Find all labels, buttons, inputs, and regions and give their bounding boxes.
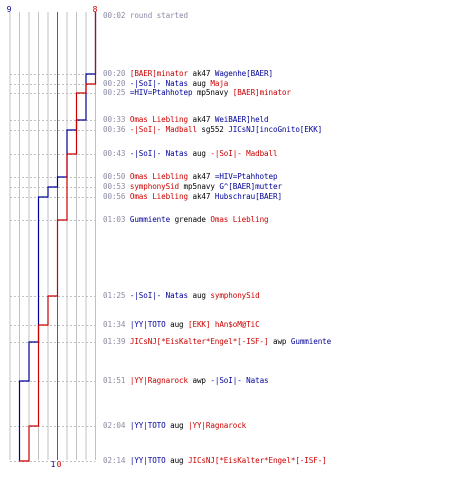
victim-name: Hubschrau[BAER] [214, 192, 282, 201]
victim-name: =HIV=Ptahhotep [214, 172, 278, 181]
victim-name: WeiBAER]held [214, 115, 269, 124]
log-line: 00:25 =HIV=Ptahhotep mp5navy [BAER]minat… [103, 88, 291, 98]
blue-team-alive-line [18, 12, 97, 460]
weapon-name: awp [192, 376, 206, 385]
victim-name: |YY|Ragnarock [188, 421, 247, 430]
event-note: round started [129, 11, 188, 20]
killer-name: -|SoI|- Natas [129, 291, 188, 300]
log-line: 00:02 round started [103, 11, 188, 21]
red-start-count: 8 [93, 5, 98, 14]
event-time: 00:36 [103, 125, 126, 134]
weapon-name: ak47 [192, 69, 211, 78]
event-time: 00:25 [103, 88, 126, 97]
log-line: 00:50 Omas Liebling ak47 =HIV=Ptahhotep [103, 172, 278, 182]
killer-name: JICsNJ[*EisKalter*Engel*[-ISF-] [129, 337, 269, 346]
weapon-name: aug [170, 421, 184, 430]
log-line: 01:51 |YY|Ragnarock awp -|SoI|- Natas [103, 376, 269, 386]
weapon-name: grenade [174, 215, 206, 224]
log-line: 00:36 -|SoI|- Madball sg552 JICsNJ[incoG… [103, 125, 322, 135]
victim-name: [BAER]minator [232, 88, 291, 97]
weapon-name: aug [192, 149, 206, 158]
weapon-name: mp5navy [183, 182, 215, 191]
weapon-name: mp5navy [196, 88, 229, 97]
weapon-name: aug [170, 320, 184, 329]
event-time: 00:53 [103, 182, 126, 191]
weapon-name: ak47 [192, 172, 211, 181]
victim-name: Omas Liebling [210, 215, 269, 224]
killer-name: [BAER]minator [129, 69, 188, 78]
alive-timeline-graph: 9 8 1 0 [7, 5, 98, 469]
blue-end-count: 1 [51, 460, 56, 469]
victim-name: -|SoI|- Natas [210, 376, 269, 385]
event-time: 00:56 [103, 192, 126, 201]
killer-name: Omas Liebling [129, 115, 188, 124]
killer-name: Gummiente [129, 215, 171, 224]
log-line: 02:04 |YY|TOTO aug |YY|Ragnarock [103, 421, 246, 431]
killer-name: |YY|TOTO [129, 456, 166, 465]
weapon-name: aug [192, 79, 206, 88]
victim-name: symphonySid [210, 291, 260, 300]
event-time: 01:25 [103, 291, 126, 300]
killer-name: |YY|Ragnarock [129, 376, 188, 385]
weapon-name: ak47 [192, 115, 211, 124]
weapon-name: awp [272, 337, 287, 346]
killer-name: Omas Liebling [129, 172, 188, 181]
event-time: 02:04 [103, 421, 126, 430]
event-time: 00:43 [103, 149, 126, 158]
weapon-name: aug [192, 291, 206, 300]
log-line: 00:33 Omas Liebling ak47 WeiBAER]held [103, 115, 269, 125]
log-line: 01:34 |YY|TOTO aug [EKK] hAn$oM@TiC [103, 320, 260, 330]
event-time: 00:20 [103, 79, 126, 88]
victim-name: Wagenhe[BAER] [214, 69, 273, 78]
log-line: 00:20 -|SoI|- Natas aug Maja [103, 79, 228, 89]
log-line: 01:39 JICsNJ[*EisKalter*Engel*[-ISF-] aw… [103, 337, 331, 347]
log-line: 00:43 -|SoI|- Natas aug -|SoI|- Madball [103, 149, 278, 159]
killer-name: Omas Liebling [129, 192, 188, 201]
event-time: 01:39 [103, 337, 126, 346]
blue-start-count: 9 [7, 5, 12, 14]
red-team-alive-line [18, 12, 97, 462]
killer-name: |YY|TOTO [129, 320, 166, 329]
victim-name: Maja [210, 79, 229, 88]
weapon-name: ak47 [192, 192, 211, 201]
victim-name: Gummiente [290, 337, 332, 346]
weapon-name: sg552 [201, 125, 224, 134]
weapon-name: aug [170, 456, 184, 465]
killer-name: symphonySid [129, 182, 180, 191]
event-time: 00:50 [103, 172, 126, 181]
log-line: 01:25 -|SoI|- Natas aug symphonySid [103, 291, 260, 301]
victim-name: -|SoI|- Madball [210, 149, 278, 158]
killer-name: |YY|TOTO [129, 421, 166, 430]
red-end-count: 0 [57, 460, 62, 469]
log-line: 00:20 [BAER]minator ak47 Wagenhe[BAER] [103, 69, 273, 79]
victim-name: G^[BAER]mutter [219, 182, 282, 191]
killer-name: =HIV=Ptahhotep [129, 88, 193, 97]
killer-name: -|SoI|- Madball [129, 125, 197, 134]
log-line: 00:56 Omas Liebling ak47 Hubschrau[BAER] [103, 192, 282, 202]
event-time: 01:34 [103, 320, 126, 329]
victim-name: JICsNJ[incoGnito[EKK] [228, 125, 323, 134]
killer-name: -|SoI|- Natas [129, 79, 188, 88]
event-time: 00:02 [103, 11, 126, 20]
event-time: 00:33 [103, 115, 126, 124]
log-line: 02:14 |YY|TOTO aug JICsNJ[*EisKalter*Eng… [103, 456, 327, 466]
event-time: 02:14 [103, 456, 126, 465]
event-time: 00:20 [103, 69, 126, 78]
log-line: 00:53 symphonySid mp5navy G^[BAER]mutter [103, 182, 282, 192]
victim-name: [EKK] hAn$oM@TiC [188, 320, 260, 329]
event-time: 01:51 [103, 376, 126, 385]
event-time: 01:03 [103, 215, 126, 224]
victim-name: JICsNJ[*EisKalter*Engel*[-ISF-] [188, 456, 327, 465]
killer-name: -|SoI|- Natas [129, 149, 188, 158]
log-line: 01:03 Gummiente grenade Omas Liebling [103, 215, 269, 225]
